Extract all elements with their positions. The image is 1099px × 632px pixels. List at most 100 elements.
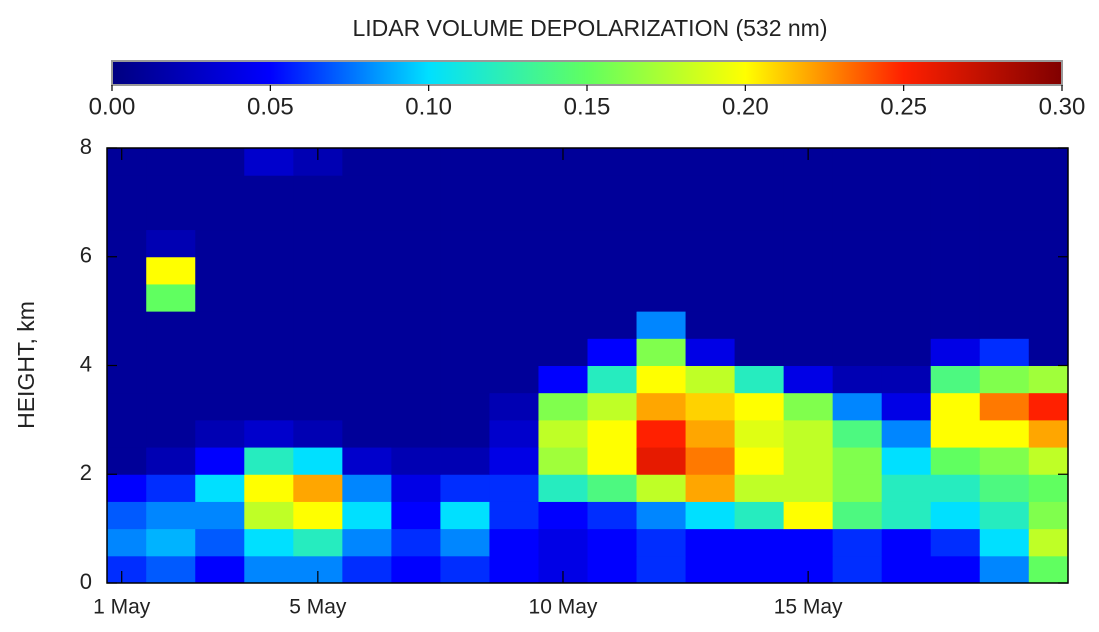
heatmap-cell [440,501,490,530]
heatmap-cell [342,501,392,530]
heatmap-cell [342,175,392,203]
heatmap-cell [783,419,834,448]
heatmap-cell [538,229,588,258]
heatmap-cell [391,555,441,583]
heatmap-cell [107,202,147,231]
heatmap-cell [832,175,883,203]
heatmap-cell [293,365,343,394]
heatmap-cell [636,419,687,448]
heatmap-cell [107,392,147,421]
heatmap-cell [685,256,736,285]
heatmap-cell [734,555,785,583]
heatmap-cell [293,202,343,231]
heatmap-cell [195,474,245,502]
heatmap-cell [587,447,638,475]
heatmap-cell [244,501,294,530]
heatmap-cell [685,555,736,583]
heatmap-cell [930,392,981,421]
colorbar-tick-label: 0.00 [89,93,136,120]
heatmap-cell [489,283,539,312]
heatmap-cell [979,338,1030,366]
heatmap-cell [342,474,392,502]
heatmap-cell [587,256,638,285]
heatmap-cell [440,311,490,339]
heatmap-cell [195,528,245,557]
heatmap-cell [293,447,343,475]
heatmap-cell [489,555,539,583]
heatmap-cell [930,175,981,203]
heatmap-cell [107,256,147,285]
heatmap-cell [685,392,736,421]
heatmap-cell [1028,419,1068,448]
heatmap-cell [979,501,1030,530]
y-tick-label: 6 [80,243,92,268]
heatmap-cell [881,256,932,285]
heatmap-cell [293,528,343,557]
heatmap-cell [489,311,539,339]
heatmap-cell [538,202,588,231]
heatmap-cell [146,474,196,502]
heatmap-cell [107,474,147,502]
heatmap-cell [930,202,981,231]
heatmap-cell [538,392,588,421]
heatmap-cell [587,283,638,312]
heatmap-cell [538,338,588,366]
heatmap-cell [1028,447,1068,475]
heatmap-cell [1028,256,1068,285]
heatmap-cell [685,229,736,258]
heatmap-cell [440,256,490,285]
heatmap-cell [195,283,245,312]
colorbar-tick-label: 0.15 [564,93,611,120]
heatmap-cell [440,338,490,366]
heatmap-cell [440,175,490,203]
heatmap-cell [685,148,736,176]
heatmap-cell [107,175,147,203]
heatmap-cell [195,148,245,176]
heatmap-cell [1028,474,1068,502]
heatmap-cell [244,148,294,176]
heatmap-cell [930,311,981,339]
heatmap-cell [685,175,736,203]
heatmap-cell [734,528,785,557]
heatmap-cell [489,528,539,557]
heatmap-cell [881,447,932,475]
heatmap-cell [195,501,245,530]
heatmap-cell [538,419,588,448]
heatmap-cell [107,148,147,176]
heatmap-cell [342,392,392,421]
heatmap-cell [881,311,932,339]
heatmap-cell [881,555,932,583]
heatmap-cell [107,311,147,339]
heatmap-cell [146,229,196,258]
heatmap-cell [979,419,1030,448]
heatmap-cell [783,365,834,394]
heatmap-cell [146,283,196,312]
heatmap-cell [107,283,147,312]
heatmap-cell [146,528,196,557]
heatmap-cell [587,365,638,394]
heatmap-cell [244,555,294,583]
heatmap-cell [489,365,539,394]
heatmap-cell [685,419,736,448]
heatmap-cell [832,256,883,285]
heatmap-cell [244,202,294,231]
x-tick-label: 5 May [289,596,347,619]
heatmap-cell [391,202,441,231]
heatmap-cell [342,256,392,285]
heatmap-cell [146,175,196,203]
heatmap-cell [293,311,343,339]
heatmap-cell [342,528,392,557]
heatmap-cell [195,419,245,448]
y-tick-label: 2 [80,460,92,485]
heatmap-cell [244,338,294,366]
heatmap-cell [734,311,785,339]
heatmap-cell [685,338,736,366]
heatmap-cell [146,338,196,366]
heatmap-cell [783,338,834,366]
heatmap-cell [244,311,294,339]
heatmap-cell [195,229,245,258]
heatmap-cell [146,365,196,394]
heatmap-cell [391,528,441,557]
heatmap-cell [244,283,294,312]
heatmap-cell [832,148,883,176]
